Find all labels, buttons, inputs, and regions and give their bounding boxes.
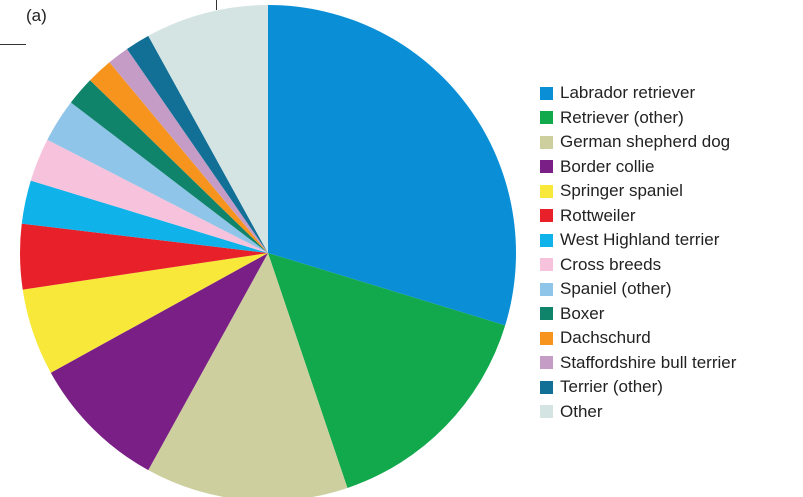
legend-item: Retriever (other) xyxy=(540,106,736,131)
panel-border-rule xyxy=(0,44,26,45)
legend-label: Rottweiler xyxy=(560,205,636,225)
pie-slice-labrador-retriever xyxy=(268,5,517,326)
legend-item: Spaniel (other) xyxy=(540,277,736,302)
legend-item: Border collie xyxy=(540,155,736,180)
pie-slice-springer-spaniel xyxy=(22,253,268,373)
pie-slice-staffordshire-bull-terrier xyxy=(109,48,268,254)
legend-swatch xyxy=(540,160,553,174)
legend-item: German shepherd dog xyxy=(540,130,736,155)
legend-item: Cross breeds xyxy=(540,253,736,278)
legend-label: Other xyxy=(560,401,603,421)
legend-swatch xyxy=(540,233,553,247)
pie-slice-dachschurd xyxy=(90,62,268,253)
pie-slice-retriever-other xyxy=(268,253,506,488)
pie-slice-german-shepherd-dog xyxy=(148,253,348,497)
legend-label: Cross breeds xyxy=(560,254,662,274)
legend-item: Staffordshire bull terrier xyxy=(540,351,736,376)
legend-item: Other xyxy=(540,400,736,425)
legend-swatch xyxy=(540,135,553,149)
pie-slice-spaniel-other xyxy=(47,102,269,253)
legend-label: West Highland terrier xyxy=(560,230,720,250)
legend-swatch xyxy=(540,209,553,223)
pie-slice-boxer xyxy=(70,80,268,253)
panel-label: (a) xyxy=(26,6,47,25)
pie-slice-border-collie xyxy=(50,253,268,471)
legend-label: Border collie xyxy=(560,156,655,176)
legend-label: Boxer xyxy=(560,303,605,323)
legend-label: Staffordshire bull terrier xyxy=(560,352,737,372)
panel-border-tick xyxy=(216,0,217,10)
legend-swatch xyxy=(540,380,553,394)
pie-slice-rottweiler xyxy=(20,223,268,290)
pie-slice-cross-breeds xyxy=(30,139,269,253)
legend-item: Terrier (other) xyxy=(540,375,736,400)
legend-swatch xyxy=(540,111,553,125)
legend-swatch xyxy=(540,258,553,272)
legend: Labrador retriever Retriever (other) Germa… xyxy=(540,81,736,424)
legend-label: Springer spaniel xyxy=(560,181,683,201)
legend-item: Labrador retriever xyxy=(540,81,736,106)
legend-item: Boxer xyxy=(540,302,736,327)
legend-item: Springer spaniel xyxy=(540,179,736,204)
legend-item: West Highland terrier xyxy=(540,228,736,253)
legend-label: Terrier (other) xyxy=(560,377,663,397)
legend-swatch xyxy=(540,184,553,198)
pie-slice-west-highland-terrier xyxy=(21,180,268,253)
legend-swatch xyxy=(540,331,553,345)
legend-item: Rottweiler xyxy=(540,204,736,229)
legend-item: Dachschurd xyxy=(540,326,736,351)
legend-label: Labrador retriever xyxy=(560,83,696,103)
legend-label: Spaniel (other) xyxy=(560,279,672,299)
legend-swatch xyxy=(540,356,553,370)
legend-label: German shepherd dog xyxy=(560,132,731,152)
legend-swatch xyxy=(540,282,553,296)
legend-label: Retriever (other) xyxy=(560,107,684,127)
pie-slice-other xyxy=(148,5,268,253)
legend-swatch xyxy=(540,405,553,419)
legend-label: Dachschurd xyxy=(560,328,651,348)
legend-swatch xyxy=(540,307,553,321)
legend-swatch xyxy=(540,86,553,100)
pie-slice-terrier-other xyxy=(127,35,268,253)
